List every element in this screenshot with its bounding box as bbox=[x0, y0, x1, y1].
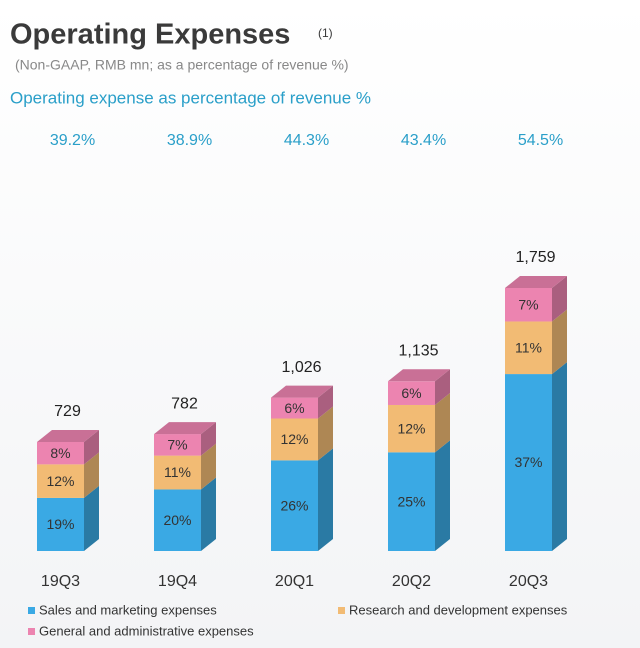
segment-label: 11% bbox=[515, 339, 542, 355]
ratio-label: 38.9% bbox=[167, 132, 212, 149]
bar-segment bbox=[271, 397, 318, 419]
bar-segment bbox=[271, 460, 318, 551]
segment-label: 8% bbox=[50, 445, 70, 461]
bar-side bbox=[84, 452, 99, 498]
x-tick-label: 20Q3 bbox=[509, 573, 548, 590]
chart-title: Operating expense as percentage of reven… bbox=[10, 88, 371, 107]
bar-side bbox=[318, 448, 333, 551]
legend-swatch bbox=[338, 607, 345, 614]
x-tick-label: 20Q1 bbox=[275, 573, 314, 590]
bar-side bbox=[318, 385, 333, 419]
bar-side bbox=[201, 477, 216, 551]
segment-label: 25% bbox=[397, 493, 425, 509]
segment-label: 7% bbox=[167, 437, 187, 453]
bar-segment bbox=[505, 321, 552, 375]
bar-side bbox=[84, 430, 99, 465]
segment-label: 20% bbox=[163, 512, 191, 528]
bar-side bbox=[552, 309, 567, 375]
legend-swatch bbox=[28, 607, 35, 614]
segment-label: 7% bbox=[518, 296, 538, 312]
segment-label: 12% bbox=[46, 473, 74, 489]
ratio-label: 39.2% bbox=[50, 132, 95, 149]
segment-label: 11% bbox=[164, 464, 191, 480]
segment-label: 6% bbox=[284, 400, 304, 416]
bar-segment bbox=[154, 455, 201, 490]
segment-label: 26% bbox=[280, 497, 308, 513]
bar-segment bbox=[37, 464, 84, 498]
bar-segment bbox=[505, 374, 552, 551]
bar-segment bbox=[271, 418, 318, 461]
bar-side bbox=[552, 276, 567, 322]
bar-segment bbox=[388, 381, 435, 405]
segment-label: 19% bbox=[46, 516, 74, 532]
bar-side bbox=[201, 443, 216, 490]
total-label: 1,759 bbox=[515, 249, 555, 266]
bar-segment bbox=[37, 442, 84, 465]
ratio-label: 44.3% bbox=[284, 132, 329, 149]
bar-top bbox=[271, 385, 333, 398]
bar-side bbox=[552, 362, 567, 551]
total-label: 782 bbox=[171, 395, 198, 412]
subtitle: (Non-GAAP, RMB mn; as a percentage of re… bbox=[15, 57, 349, 73]
bar-top bbox=[505, 276, 567, 288]
page-title: Operating Expenses bbox=[10, 19, 290, 51]
total-label: 1,135 bbox=[398, 343, 438, 360]
bar-side bbox=[201, 422, 216, 456]
bar-side bbox=[435, 392, 450, 453]
bar-side bbox=[435, 440, 450, 551]
bar-segment bbox=[154, 434, 201, 456]
segment-label: 12% bbox=[280, 431, 308, 447]
bar-top bbox=[37, 430, 99, 443]
ratio-label: 43.4% bbox=[401, 132, 446, 149]
bar-top bbox=[388, 369, 450, 382]
legend-label: General and administrative expenses bbox=[39, 623, 254, 638]
legend-label: Sales and marketing expenses bbox=[39, 602, 217, 617]
x-tick-label: 19Q4 bbox=[158, 573, 197, 590]
bar-side bbox=[84, 485, 99, 551]
segment-label: 37% bbox=[514, 454, 542, 470]
bar-top bbox=[154, 422, 216, 435]
title-note: (1) bbox=[318, 26, 333, 40]
bar-segment bbox=[388, 404, 435, 453]
x-tick-label: 20Q2 bbox=[392, 573, 431, 590]
legend-label: Research and development expenses bbox=[349, 602, 568, 617]
bar-side bbox=[318, 406, 333, 461]
bar-segment bbox=[505, 288, 552, 322]
segment-label: 12% bbox=[397, 420, 425, 436]
ratio-label: 54.5% bbox=[518, 132, 563, 149]
bar-segment bbox=[388, 452, 435, 551]
segment-label: 6% bbox=[401, 385, 421, 401]
legend-swatch bbox=[28, 628, 35, 635]
x-tick-label: 19Q3 bbox=[41, 573, 80, 590]
bar-side bbox=[435, 369, 450, 405]
bar-segment bbox=[154, 489, 201, 551]
total-label: 729 bbox=[54, 403, 81, 420]
total-label: 1,026 bbox=[281, 359, 321, 376]
bar-segment bbox=[37, 497, 84, 551]
